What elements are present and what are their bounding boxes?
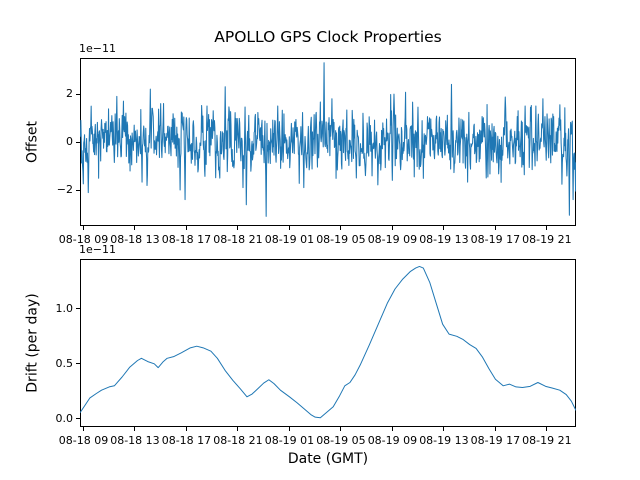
x-tick-mark <box>391 427 393 431</box>
x-tick-mark <box>134 226 136 230</box>
y-tick-label: −2 <box>56 183 73 196</box>
x-tick-mark <box>237 226 239 230</box>
y-tick-mark <box>76 418 80 420</box>
x-tick-label: 08-19 17 <box>470 233 521 246</box>
x-tick-mark <box>340 226 342 230</box>
figure-title: APOLLO GPS Clock Properties <box>214 28 442 46</box>
x-tick-label: 08-18 13 <box>110 434 160 447</box>
x-tick-label: 08-19 13 <box>419 434 469 447</box>
x-tick-mark <box>134 427 136 431</box>
x-tick-label: 08-19 13 <box>419 233 469 246</box>
x-tick-mark <box>494 427 496 431</box>
drift-axes-frame <box>80 259 576 427</box>
y-tick-mark <box>76 141 80 143</box>
drift-plot <box>80 265 576 419</box>
y-tick-label: 0.0 <box>55 411 74 425</box>
x-tick-mark <box>494 226 496 230</box>
x-tick-label: 08-18 09 <box>58 233 109 246</box>
data-line <box>80 265 576 419</box>
x-tick-label: 08-19 21 <box>522 434 572 447</box>
x-tick-mark <box>546 226 548 230</box>
data-line <box>80 62 576 217</box>
y-tick-mark <box>76 189 80 191</box>
x-tick-label: 08-18 21 <box>213 233 263 246</box>
x-tick-mark <box>391 226 393 230</box>
x-tick-label: 08-19 05 <box>316 434 366 447</box>
x-tick-label: 08-18 17 <box>161 434 212 447</box>
y-tick-label: 1.0 <box>55 301 74 315</box>
x-tick-label: 08-19 21 <box>522 233 572 246</box>
x-tick-mark <box>237 427 239 431</box>
y-tick-mark <box>76 93 80 95</box>
offset-axis-scale-label: 1e−11 <box>79 42 116 55</box>
x-tick-mark <box>82 226 84 230</box>
x-tick-mark <box>288 226 290 230</box>
drift-axis-scale-label: 1e−11 <box>79 243 116 256</box>
x-tick-label: 08-19 05 <box>316 233 366 246</box>
x-tick-mark <box>288 427 290 431</box>
y-tick-label: 0.5 <box>55 356 74 370</box>
x-tick-label: 08-19 01 <box>264 434 315 447</box>
x-tick-label: 08-18 09 <box>58 434 109 447</box>
x-tick-mark <box>185 427 187 431</box>
x-tick-label: 08-19 17 <box>470 434 521 447</box>
x-tick-label: 08-18 13 <box>110 233 160 246</box>
y-tick-label: 2 <box>66 87 73 100</box>
y-tick-mark <box>76 363 80 365</box>
x-axis-label: Date (GMT) <box>287 451 369 467</box>
x-tick-label: 08-19 09 <box>367 434 418 447</box>
x-tick-mark <box>340 427 342 431</box>
offset-plot <box>80 62 576 217</box>
x-tick-label: 08-19 09 <box>367 233 418 246</box>
x-tick-mark <box>546 427 548 431</box>
x-tick-mark <box>185 226 187 230</box>
offset-axes-frame <box>80 58 576 226</box>
x-tick-label: 08-19 01 <box>264 233 315 246</box>
y-tick-label: 0 <box>66 135 73 148</box>
x-tick-mark <box>443 427 445 431</box>
x-tick-mark <box>82 427 84 431</box>
x-tick-label: 08-18 17 <box>161 233 212 246</box>
y-tick-mark <box>76 308 80 310</box>
x-tick-mark <box>443 226 445 230</box>
x-tick-label: 08-18 21 <box>213 434 263 447</box>
